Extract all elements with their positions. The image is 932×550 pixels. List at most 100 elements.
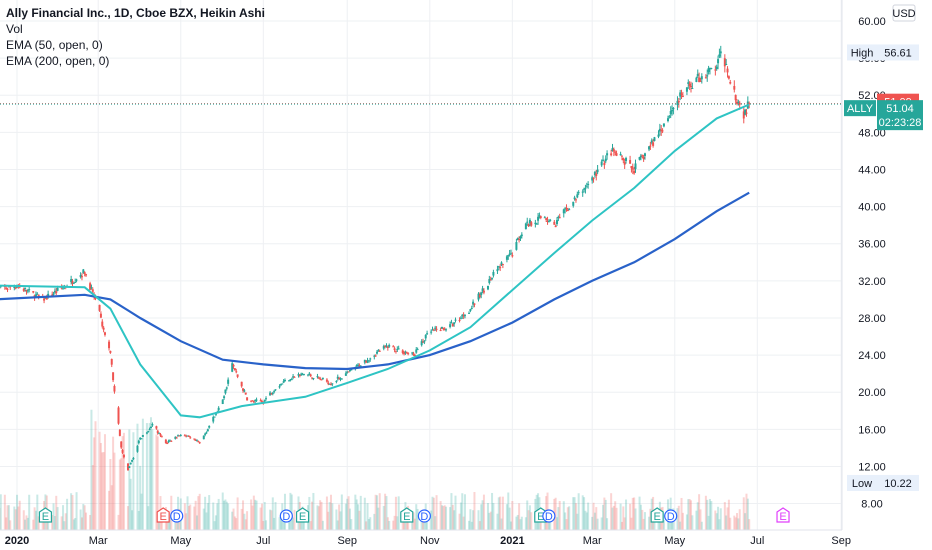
volume-bar: [325, 496, 328, 530]
volume-bar: [208, 495, 211, 530]
candle-body: [306, 374, 309, 376]
ema200-indicator-label[interactable]: EMA (200, open, 0): [6, 54, 110, 68]
price-axis[interactable]: 60.0056.0052.0048.0044.0040.0036.0032.00…: [841, 0, 916, 530]
volume-bar: [110, 485, 113, 530]
candle-body: [407, 353, 410, 355]
volume-bar: [557, 507, 560, 530]
event-label: E: [299, 511, 306, 523]
candle-body: [36, 293, 39, 295]
candle-body: [385, 345, 388, 347]
volume-bar: [327, 511, 330, 530]
volume-bar: [572, 497, 575, 530]
price-tick-label: 28.00: [858, 313, 886, 325]
volume-bar: [145, 423, 148, 530]
volume-bar: [515, 516, 518, 530]
volume-bar: [748, 519, 751, 530]
time-tick-label: Nov: [420, 535, 440, 547]
time-tick-label: Mar: [89, 535, 108, 547]
candle-body: [718, 54, 721, 57]
candle-body: [90, 287, 93, 289]
candle-body: [566, 209, 569, 212]
candle-body: [79, 275, 82, 278]
volume-bar: [393, 515, 396, 530]
candle-body: [733, 86, 736, 90]
volume-bar: [278, 517, 281, 530]
candle-body: [660, 129, 663, 131]
candle-body: [652, 142, 655, 146]
volume-bar: [478, 521, 481, 530]
volume-bar: [511, 501, 514, 530]
volume-bar: [377, 507, 380, 530]
volume-bar: [633, 497, 636, 530]
candle-body: [736, 101, 739, 104]
volume-bar: [311, 501, 314, 530]
volume-bar: [109, 458, 112, 530]
volume-bar: [183, 503, 186, 530]
volume-bar: [706, 499, 709, 530]
volume-bar: [453, 510, 456, 530]
event-label: E: [779, 511, 786, 523]
volume-bar: [565, 519, 568, 530]
volume-indicator-label[interactable]: Vol: [6, 22, 23, 36]
candle-body: [113, 385, 116, 392]
candle-body: [639, 155, 642, 158]
candle-body: [282, 381, 285, 383]
volume-bar: [486, 503, 489, 530]
volume-bar: [577, 493, 580, 530]
candle-body: [13, 286, 16, 288]
candle-body: [197, 441, 200, 443]
candle-body: [112, 372, 115, 381]
volume-bar: [625, 499, 628, 530]
volume-bar: [518, 503, 521, 530]
time-tick-label: Jul: [750, 535, 764, 547]
volume-bar: [312, 492, 315, 530]
candle-body: [537, 216, 540, 221]
volume-bar: [718, 519, 721, 530]
candle-body: [179, 434, 182, 436]
volume-bar: [33, 507, 36, 530]
candle-body: [585, 186, 588, 188]
candle-body: [641, 155, 644, 157]
candle-body: [312, 378, 315, 380]
volume-bar: [581, 495, 584, 530]
volume-bar: [55, 495, 58, 530]
volume-bar: [319, 500, 322, 530]
candle-body: [382, 346, 385, 349]
candle-body: [424, 334, 427, 339]
volume-bar: [481, 500, 484, 530]
candle-body: [166, 443, 169, 445]
candle-body: [691, 88, 694, 90]
volume-bar: [744, 513, 747, 530]
volume-bar: [366, 503, 369, 530]
price-tick-label: 12.00: [858, 461, 886, 473]
volume-bar: [108, 490, 111, 530]
candle-body: [126, 463, 129, 471]
volume-bar: [17, 506, 20, 530]
volume-bar: [56, 507, 59, 530]
candle-body: [600, 161, 603, 166]
candle-body: [80, 276, 83, 278]
ema50-indicator-label[interactable]: EMA (50, open, 0): [6, 38, 103, 52]
volume-bar: [75, 492, 78, 530]
candle-body: [547, 221, 550, 223]
candle-body: [98, 304, 101, 311]
candle-body: [255, 399, 258, 401]
candle-body: [633, 171, 636, 174]
candle-body: [700, 76, 703, 80]
candle-body: [477, 293, 480, 300]
volume-bar: [620, 521, 623, 530]
time-axis[interactable]: 2020 Mar May Jul Sep Nov 2021 Mar May Jul Sep: [0, 529, 851, 547]
volume-bar: [363, 497, 366, 530]
candle-body: [327, 382, 330, 385]
volume-bar: [385, 496, 388, 530]
symbol-title[interactable]: Ally Financial Inc., 1D, Cboe BZX, Heiki…: [6, 6, 265, 20]
candle-body: [422, 341, 425, 343]
candle-body: [404, 351, 407, 353]
volume-bar: [79, 509, 82, 530]
volume-bar: [64, 513, 67, 530]
volume-bar: [175, 519, 178, 530]
event-label: D: [173, 511, 181, 523]
volume-bar: [461, 493, 464, 530]
candle-body: [615, 153, 618, 156]
